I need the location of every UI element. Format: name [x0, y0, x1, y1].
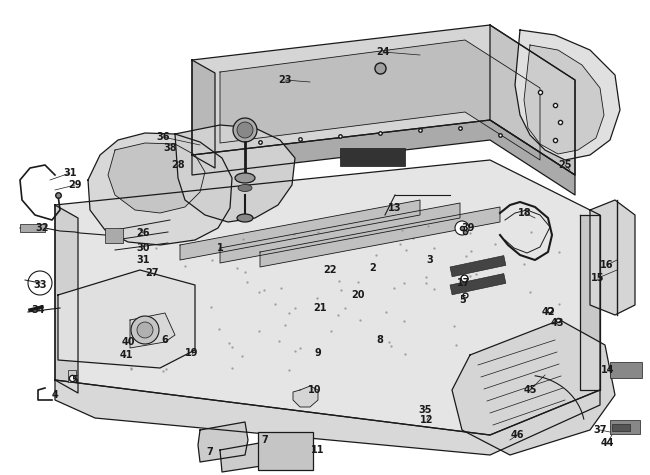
Text: 11: 11	[311, 445, 325, 455]
Text: 31: 31	[136, 255, 150, 265]
Text: 27: 27	[145, 268, 159, 278]
Text: 21: 21	[313, 303, 327, 313]
Polygon shape	[580, 215, 600, 390]
Polygon shape	[515, 30, 620, 160]
Polygon shape	[55, 380, 600, 455]
Text: 13: 13	[388, 203, 402, 213]
Bar	[610, 362, 642, 378]
Text: 8: 8	[376, 335, 384, 345]
Polygon shape	[130, 313, 175, 348]
Circle shape	[455, 221, 469, 235]
Polygon shape	[180, 200, 420, 260]
Bar	[340, 148, 405, 166]
Bar	[612, 424, 630, 431]
Ellipse shape	[235, 173, 255, 183]
Text: 30: 30	[136, 243, 150, 253]
Polygon shape	[198, 422, 248, 462]
Text: 37: 37	[593, 425, 606, 435]
Polygon shape	[260, 207, 500, 267]
Text: 28: 28	[171, 160, 185, 170]
Text: 34: 34	[31, 305, 45, 315]
Text: 33: 33	[33, 280, 47, 290]
Bar	[105, 228, 123, 243]
Polygon shape	[192, 25, 575, 175]
Text: 42: 42	[541, 307, 554, 317]
Polygon shape	[55, 160, 600, 435]
Polygon shape	[108, 143, 205, 213]
Text: 29: 29	[68, 180, 82, 190]
Text: 45: 45	[523, 385, 537, 395]
Polygon shape	[293, 386, 318, 407]
Text: 32: 32	[35, 223, 49, 233]
Text: 16: 16	[600, 260, 614, 270]
Text: 7: 7	[207, 447, 213, 457]
Bar	[450, 274, 506, 295]
Bar	[68, 370, 76, 382]
Ellipse shape	[238, 184, 252, 191]
Text: 24: 24	[376, 47, 390, 57]
Text: 31: 31	[63, 168, 77, 178]
Circle shape	[233, 118, 257, 142]
Text: 6: 6	[162, 335, 168, 345]
Text: 3: 3	[426, 255, 434, 265]
Text: 5: 5	[460, 295, 467, 305]
Circle shape	[237, 122, 253, 138]
Text: 15: 15	[592, 273, 604, 283]
Polygon shape	[220, 40, 540, 160]
Text: 5: 5	[72, 375, 79, 385]
Text: 25: 25	[558, 160, 572, 170]
Bar	[450, 256, 506, 277]
Bar	[258, 432, 313, 470]
Circle shape	[137, 322, 153, 338]
Text: 4: 4	[51, 390, 58, 400]
Text: 1: 1	[216, 243, 224, 253]
Text: 17: 17	[457, 278, 471, 288]
Polygon shape	[58, 270, 195, 368]
Polygon shape	[192, 60, 215, 168]
Ellipse shape	[237, 214, 253, 222]
Text: 46: 46	[510, 430, 524, 440]
Text: 2: 2	[370, 263, 376, 273]
Text: 41: 41	[119, 350, 133, 360]
Text: 35: 35	[418, 405, 432, 415]
Polygon shape	[55, 205, 78, 393]
Text: 22: 22	[323, 265, 337, 275]
Text: 9: 9	[315, 348, 321, 358]
Bar	[610, 420, 640, 434]
Text: 19: 19	[185, 348, 199, 358]
Polygon shape	[175, 125, 295, 222]
Text: 38: 38	[163, 143, 177, 153]
Polygon shape	[192, 120, 575, 195]
Text: 43: 43	[551, 318, 564, 328]
Text: 23: 23	[278, 75, 292, 85]
Polygon shape	[88, 133, 232, 245]
Polygon shape	[220, 203, 460, 263]
Text: 18: 18	[518, 208, 532, 218]
Polygon shape	[524, 45, 604, 154]
Text: 7: 7	[261, 435, 268, 445]
Text: 39: 39	[462, 223, 474, 233]
Polygon shape	[590, 200, 635, 315]
Polygon shape	[452, 320, 615, 455]
Polygon shape	[220, 442, 268, 472]
Text: 26: 26	[136, 228, 150, 238]
Text: 40: 40	[122, 337, 135, 347]
Text: 10: 10	[308, 385, 322, 395]
Text: 36: 36	[156, 132, 170, 142]
Circle shape	[131, 316, 159, 344]
Polygon shape	[490, 25, 575, 175]
Text: 14: 14	[601, 365, 615, 375]
Text: 44: 44	[600, 438, 614, 448]
Text: 12: 12	[421, 415, 434, 425]
Text: 20: 20	[351, 290, 365, 300]
Bar	[20, 224, 45, 232]
